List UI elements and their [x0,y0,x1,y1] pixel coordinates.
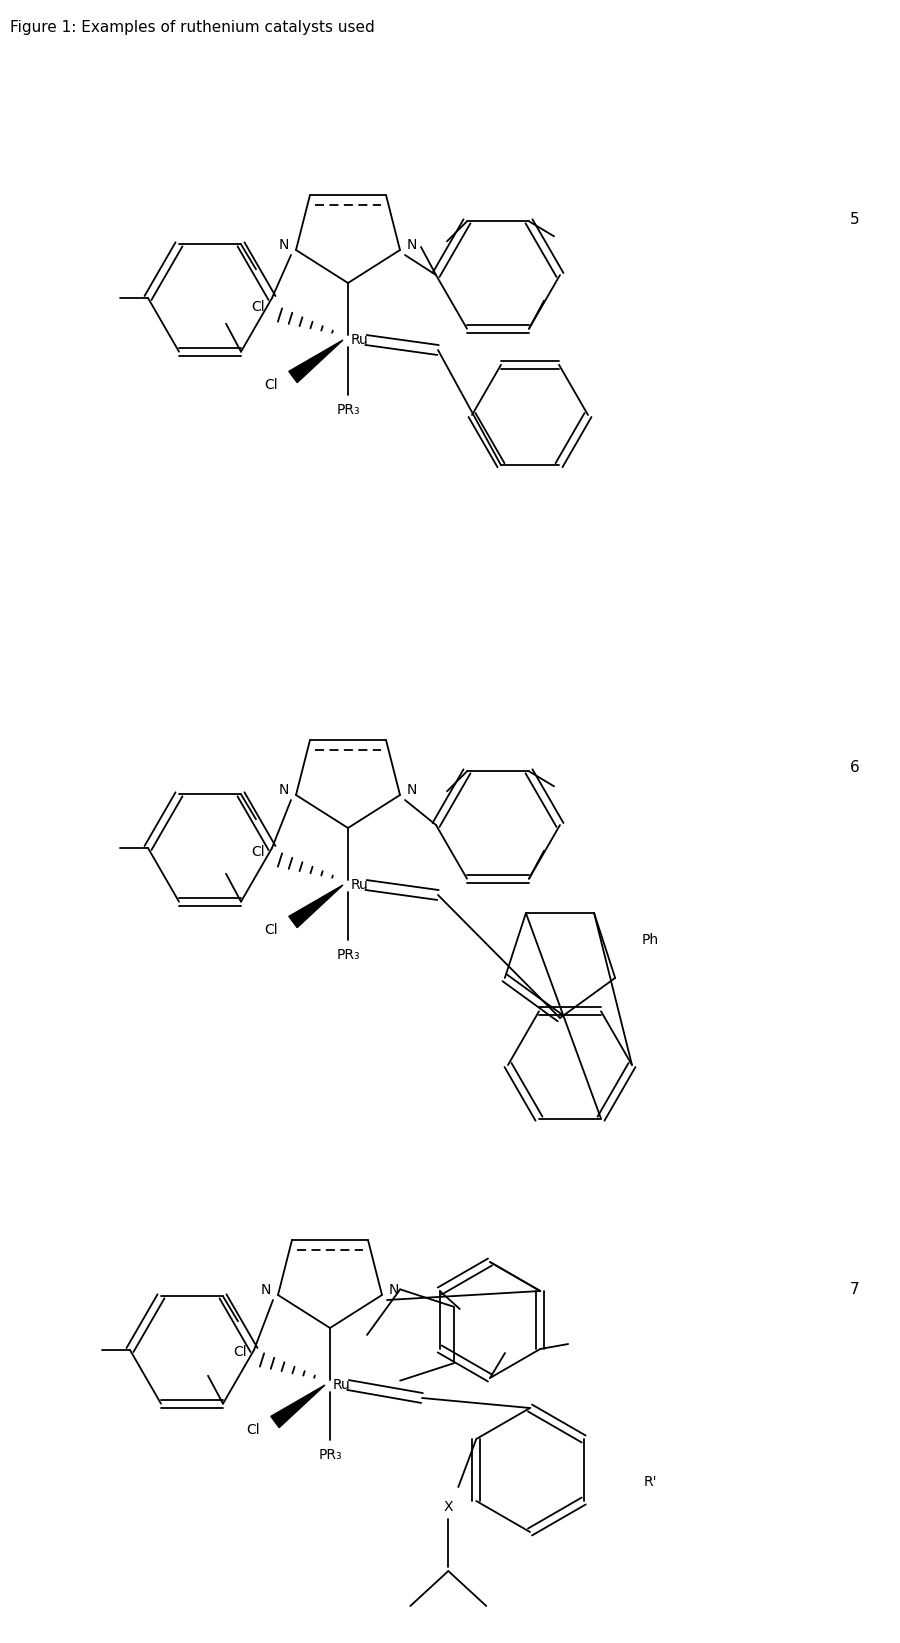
Text: N: N [407,784,418,797]
Text: Ru: Ru [333,1378,351,1392]
Text: Cl: Cl [247,1423,260,1438]
Text: Ph: Ph [642,933,659,946]
Text: N: N [407,238,418,251]
Text: Cl: Cl [251,845,265,859]
Text: R': R' [644,1475,657,1489]
Polygon shape [289,340,343,383]
Text: PR₃: PR₃ [319,1447,342,1462]
Text: N: N [261,1283,271,1296]
Polygon shape [271,1385,325,1428]
Text: 7: 7 [850,1283,860,1298]
Text: Cl: Cl [233,1346,247,1359]
Polygon shape [289,886,343,928]
Text: 5: 5 [850,212,860,227]
Text: PR₃: PR₃ [337,948,360,963]
Text: 6: 6 [850,761,860,775]
Text: N: N [279,238,289,251]
Text: Cl: Cl [251,301,265,314]
Text: N: N [389,1283,400,1296]
Text: Ru: Ru [351,334,369,347]
Text: X: X [444,1500,453,1513]
Text: Cl: Cl [265,378,278,393]
Text: Cl: Cl [265,923,278,937]
Text: PR₃: PR₃ [337,403,360,417]
Text: N: N [279,784,289,797]
Text: Ru: Ru [351,877,369,892]
Text: Figure 1: Examples of ruthenium catalysts used: Figure 1: Examples of ruthenium catalyst… [10,20,374,35]
